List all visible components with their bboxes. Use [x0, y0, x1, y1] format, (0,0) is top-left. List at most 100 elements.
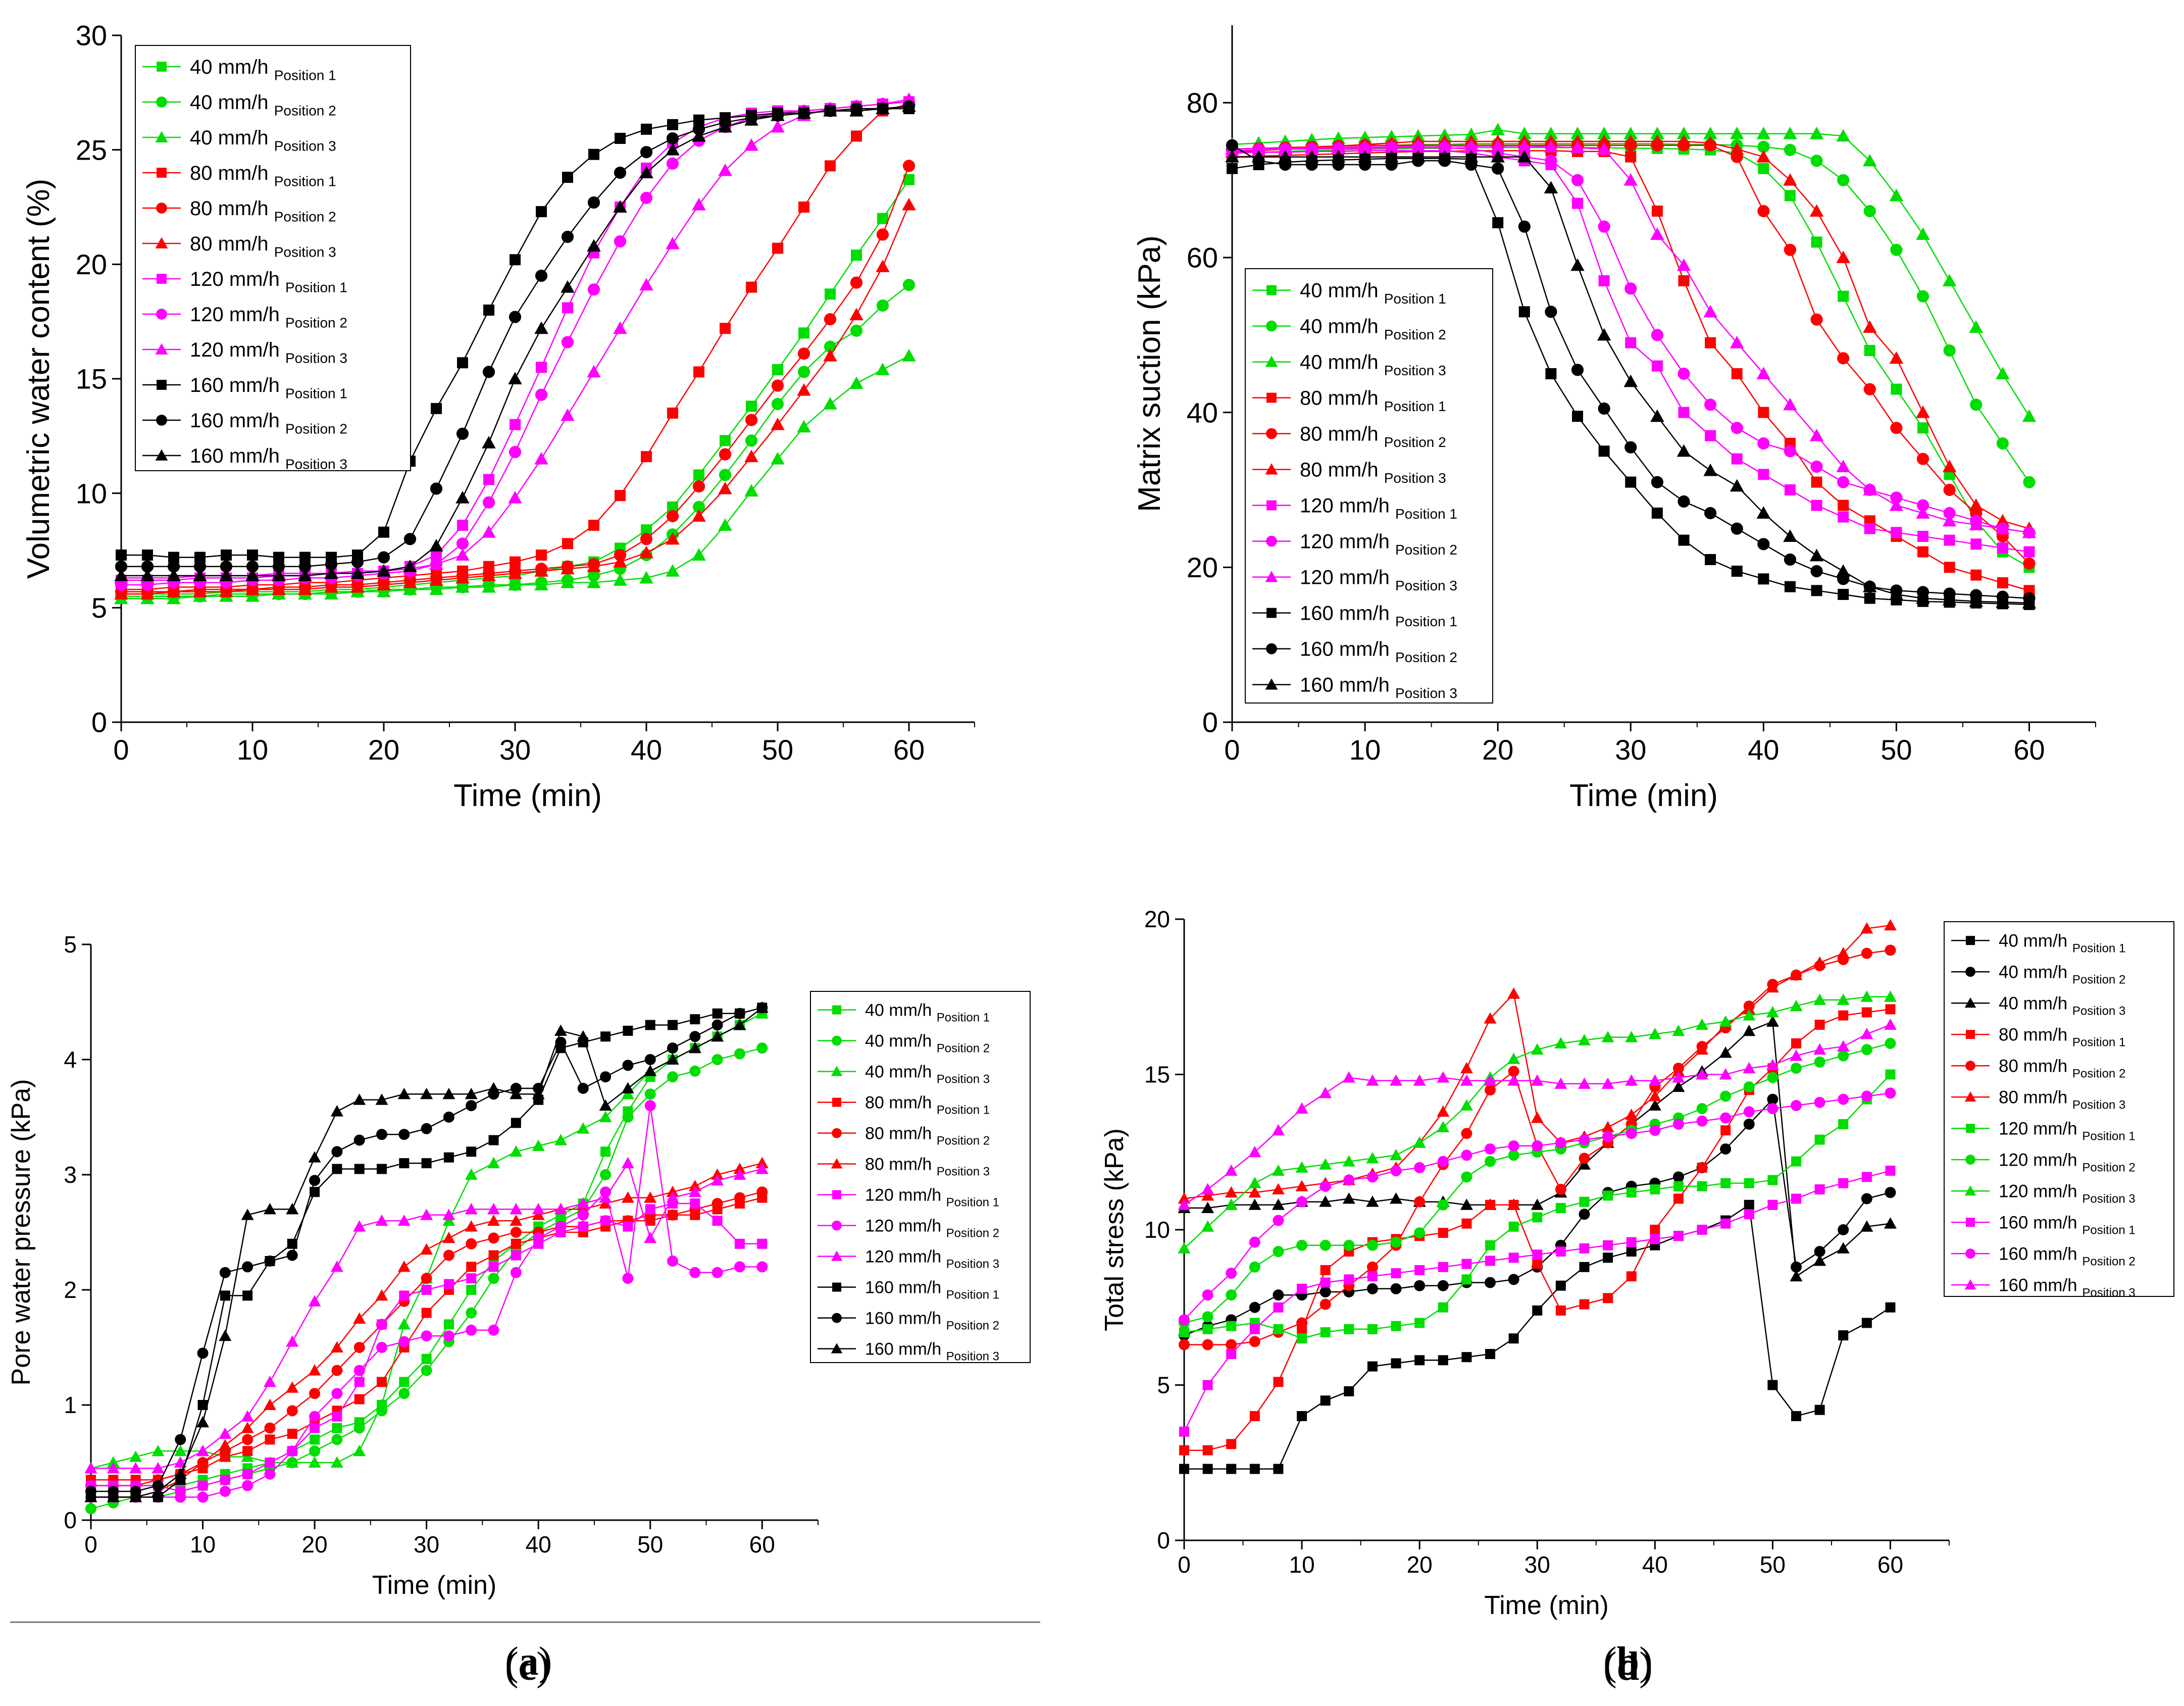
series-11 [114, 99, 916, 581]
legend-marker [155, 131, 168, 142]
data-point [272, 569, 286, 581]
data-point [273, 551, 284, 563]
data-point [1226, 1464, 1237, 1474]
data-point [1342, 1155, 1355, 1167]
data-point [1917, 422, 1928, 434]
data-point [1838, 1224, 1849, 1235]
data-point [1225, 1186, 1238, 1198]
data-point [1626, 1187, 1637, 1198]
data-point [1864, 592, 1875, 604]
legend-label: 80 mm/h Position 3 [1999, 1087, 2125, 1112]
data-point [718, 518, 732, 531]
data-point [1838, 589, 1849, 600]
data-point [420, 1087, 433, 1099]
data-point [746, 400, 757, 412]
data-point [1757, 140, 1770, 153]
data-point [1320, 1265, 1331, 1275]
data-point [1889, 587, 1904, 600]
data-point [1202, 1464, 1213, 1474]
data-point [1464, 149, 1479, 163]
data-point [241, 1209, 254, 1220]
data-point [1678, 407, 1690, 418]
data-point [1943, 483, 1956, 496]
data-point [1837, 993, 1850, 1005]
data-point [1367, 1324, 1378, 1334]
data-point [310, 1423, 320, 1433]
legend-item: 80 mm/h Position 3 [818, 1155, 990, 1178]
data-point [1719, 1068, 1732, 1080]
data-point [1601, 1077, 1614, 1089]
data-point [1790, 969, 1803, 980]
data-point [1810, 565, 1823, 578]
data-point [1863, 483, 1877, 495]
data-point [692, 548, 706, 561]
data-point [534, 451, 548, 465]
data-point [1391, 1268, 1401, 1279]
data-point [1343, 1174, 1355, 1186]
y-tick-label: 0 [1157, 1527, 1170, 1553]
legend-marker [1266, 285, 1277, 295]
data-point [641, 123, 652, 135]
data-point [644, 1191, 657, 1203]
data-point [1814, 1056, 1825, 1068]
data-point [667, 408, 678, 419]
data-point [456, 427, 469, 440]
data-point [353, 1365, 365, 1376]
data-point [1731, 422, 1743, 434]
data-point [667, 501, 678, 513]
legend-label: 40 mm/h Position 2 [1300, 316, 1446, 343]
data-point [534, 578, 548, 590]
data-point [1507, 987, 1520, 999]
data-point [1598, 275, 1610, 286]
data-point [1545, 155, 1557, 167]
legend-label: 40 mm/h Position 1 [1300, 280, 1446, 307]
data-point [1648, 1090, 1661, 1101]
data-point [242, 1434, 253, 1445]
data-point [1863, 205, 1876, 218]
data-point [242, 1290, 253, 1301]
data-point [1838, 511, 1849, 523]
legend-marker [1266, 320, 1277, 332]
data-point [241, 1422, 254, 1433]
data-point [1836, 129, 1850, 142]
legend-item: 40 mm/h Position 2 [1252, 316, 1446, 343]
data-point [1860, 1028, 1873, 1039]
data-point [1305, 140, 1319, 154]
data-point [1790, 1049, 1803, 1061]
data-point [488, 1135, 499, 1145]
data-point [1438, 1302, 1448, 1313]
legend-box [135, 45, 411, 471]
data-point [242, 1261, 253, 1273]
data-point [1809, 428, 1824, 441]
data-point [536, 362, 547, 373]
legend-marker [1266, 392, 1277, 403]
data-point [1672, 1065, 1685, 1077]
data-point [1863, 320, 1877, 333]
data-point [167, 569, 181, 581]
data-point [1970, 569, 1982, 581]
data-point [1730, 335, 1744, 348]
data-point [487, 1214, 500, 1226]
chart-d: 0 10 20 30 40 50 60 0 5 10 15 20 Time (min) Total str… [1100, 906, 2174, 1620]
data-point [350, 566, 365, 579]
data-point [1838, 499, 1849, 511]
data-point [688, 1185, 701, 1197]
data-point [1305, 149, 1319, 163]
data-point [1508, 1221, 1519, 1232]
data-point [378, 526, 389, 538]
data-point [1460, 1198, 1473, 1210]
data-point [667, 1071, 678, 1083]
data-point [1179, 1327, 1189, 1337]
x-tick-label: 0 [1224, 734, 1240, 766]
data-point [263, 1398, 276, 1410]
data-point [1767, 1072, 1779, 1083]
data-point [377, 578, 391, 590]
data-point [1864, 345, 1875, 356]
data-point [615, 490, 626, 501]
data-point [1572, 411, 1583, 422]
data-point [1836, 250, 1850, 263]
data-point [1598, 402, 1610, 415]
data-point [1554, 1037, 1567, 1048]
data-point [798, 202, 809, 213]
data-point [1703, 126, 1717, 139]
